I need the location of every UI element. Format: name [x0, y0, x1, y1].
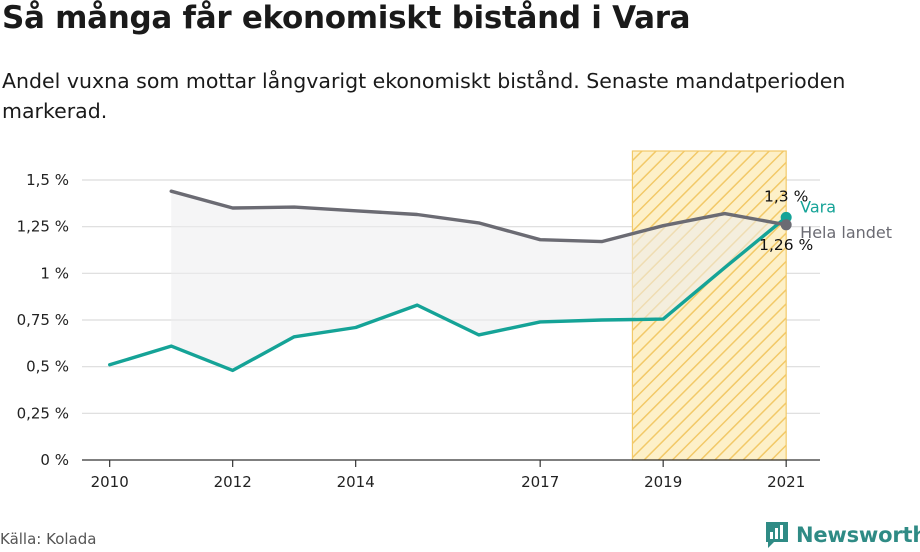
- brand-logo: Newsworthy: [764, 520, 920, 550]
- value-label-vara: 1,3 %: [764, 187, 808, 205]
- x-tick-label: 2017: [521, 473, 559, 491]
- x-tick-label: 2019: [644, 473, 682, 491]
- series-endpoint-hela_landet: [780, 219, 792, 231]
- x-tick-label: 2014: [337, 473, 375, 491]
- gap-area-fill: [171, 191, 787, 371]
- series-line-vara: [108, 215, 788, 373]
- newsworthy-logo-icon: [766, 522, 788, 548]
- axes: 0 % 0,25 % 0,5 % 0,75 % 1 % 1,25 % 1,5 % 2010 20…: [17, 171, 820, 491]
- series-label-vara: Vara: [800, 197, 836, 216]
- x-tick-label: 2010: [91, 473, 129, 491]
- gap-area: [171, 191, 787, 371]
- x-tick-label: 2012: [214, 473, 252, 491]
- y-tick-label: 1 %: [40, 264, 69, 282]
- series-label-hela-landet: Hela landet: [800, 223, 892, 242]
- x-tick-label: 2021: [767, 473, 805, 491]
- y-tick-label: 0,75 %: [17, 311, 69, 329]
- value-label-hela-landet: 1,26 %: [759, 236, 813, 254]
- chart-title: Så många får ekonomiskt bistånd i Vara: [2, 0, 691, 36]
- brand-name: Newsworthy: [796, 523, 920, 547]
- chart-subtitle: Andel vuxna som mottar långvarigt ekonom…: [2, 69, 846, 123]
- series-lines: [108, 189, 792, 373]
- y-tick-label: 1,5 %: [26, 171, 69, 189]
- y-tick-label: 0,25 %: [17, 404, 69, 422]
- source-note: Källa: Kolada: [0, 530, 97, 548]
- y-tick-label: 1,25 %: [17, 218, 69, 236]
- series-labels: Vara Hela landet 1,3 % 1,26 %: [759, 187, 892, 253]
- y-tick-label: 0,5 %: [26, 358, 69, 376]
- series-line-hela_landet: [169, 189, 788, 244]
- y-tick-label: 0 %: [40, 451, 69, 469]
